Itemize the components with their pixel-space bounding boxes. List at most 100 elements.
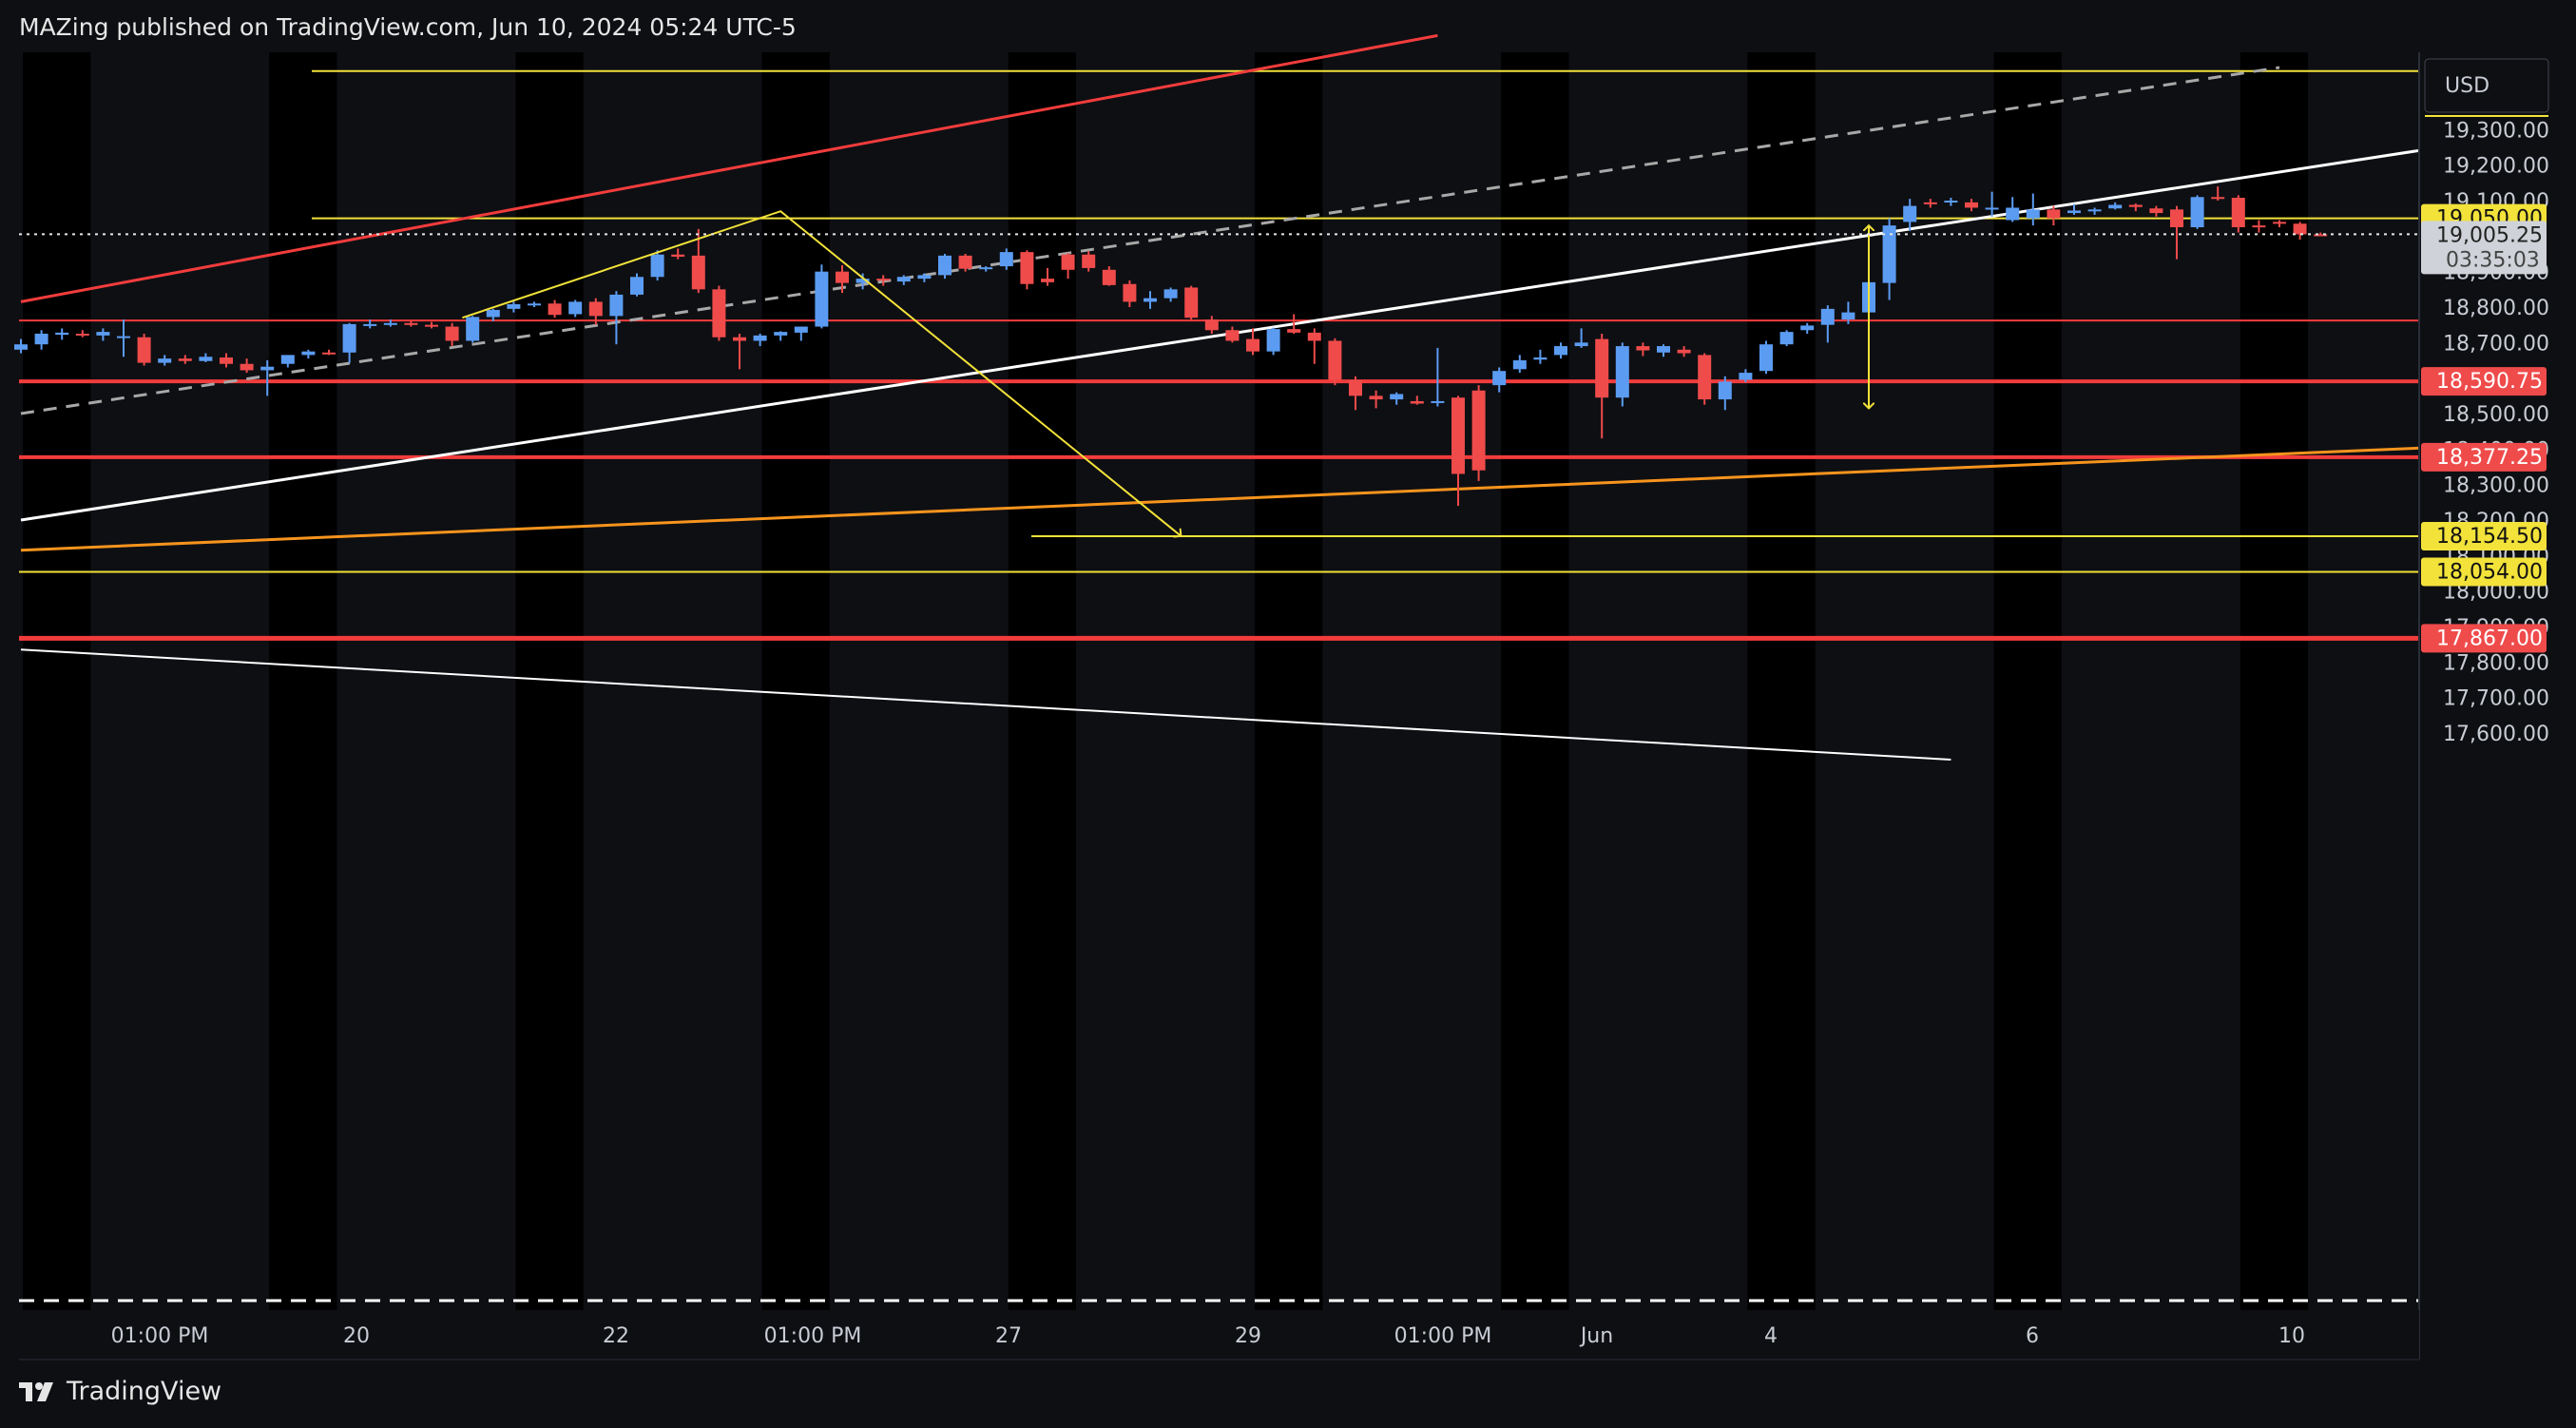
y-tick-label: 18,700.00	[2443, 332, 2549, 356]
session-band	[2240, 52, 2309, 1310]
x-axis-label: Jun	[1579, 1324, 1613, 1348]
candle-body	[1903, 205, 1917, 222]
candle-body	[1739, 373, 1753, 380]
x-axis-labels: 01:00 PM 20 22 01:00 PM 27 29 01:00 PM Jun 4 6 10	[111, 1324, 2305, 1348]
candle-body	[342, 323, 356, 353]
x-axis-label: 20	[343, 1324, 370, 1348]
candlestick-series	[14, 186, 2328, 507]
candle-body	[1677, 349, 1691, 354]
candle-body	[896, 277, 911, 282]
session-band	[269, 52, 337, 1310]
candle-body	[2170, 209, 2183, 227]
candle-body	[630, 277, 644, 295]
candle-body	[2252, 225, 2266, 228]
trend-line	[20, 648, 1951, 761]
candle-body	[2006, 207, 2020, 221]
x-axis-label: 4	[1764, 1324, 1778, 1348]
candle-body	[466, 317, 480, 341]
candle-body	[34, 334, 48, 345]
candle-body	[1390, 394, 1404, 400]
x-axis-label: 01:00 PM	[111, 1324, 209, 1348]
candle-body	[2108, 204, 2123, 209]
candle-body	[1800, 325, 1815, 331]
x-axis-label: 6	[2026, 1324, 2039, 1348]
trend-line	[20, 125, 2576, 522]
horizontal-levels	[19, 69, 2419, 641]
candle-body	[55, 332, 69, 336]
candle-body	[260, 366, 275, 371]
candle-body	[1266, 329, 1280, 352]
candle-body	[137, 337, 151, 363]
candle-body	[1102, 269, 1116, 285]
candle-body	[774, 332, 788, 336]
trend-line	[20, 66, 2280, 415]
candle-body	[1061, 254, 1075, 270]
candle-body	[588, 301, 603, 317]
candle-body	[876, 279, 891, 281]
publisher-line: MAZing published on TradingView.com, Jun…	[19, 13, 797, 41]
price-tag: 18,590.75	[2421, 367, 2547, 396]
candle-body	[1882, 225, 1896, 283]
price-tag-value: 18,054.00	[2436, 561, 2543, 585]
candle-body	[1595, 338, 1609, 398]
time-scale[interactable]	[0, 1310, 2419, 1360]
y-tick-label: 17,600.00	[2443, 723, 2549, 746]
price-tags: 19,050.0019,005.2503:35:0318,590.7518,37…	[2421, 203, 2547, 653]
candle-body	[1820, 308, 1835, 325]
candle-body	[1410, 400, 1424, 404]
session-band	[1008, 52, 1077, 1310]
candle-body	[938, 255, 952, 276]
price-tag-value: 18,590.75	[2436, 370, 2543, 394]
candle-body	[1923, 202, 1937, 204]
candle-body	[2067, 210, 2081, 214]
candle-body	[1041, 279, 1054, 282]
candle-body	[1369, 396, 1383, 400]
candle-body	[178, 358, 192, 361]
price-tag-bg	[2421, 557, 2547, 587]
session-band	[1255, 52, 1323, 1310]
candle-body	[1533, 357, 1548, 360]
candle-body	[1574, 342, 1588, 347]
candle-body	[1163, 289, 1178, 299]
x-axis-label: 22	[603, 1324, 629, 1348]
session-bands	[23, 52, 2309, 1310]
session-band	[1993, 52, 2062, 1310]
candle-body	[979, 267, 993, 270]
candle-body	[836, 271, 849, 283]
candle-body	[1246, 338, 1259, 352]
candle-body	[75, 334, 89, 336]
candle-body	[794, 326, 808, 333]
price-tag-value: 18,377.25	[2436, 446, 2543, 470]
price-tag: 18,054.00	[2421, 557, 2547, 587]
candle-body	[1307, 332, 1321, 341]
candle-body	[528, 303, 541, 306]
candle-body	[1841, 312, 1855, 320]
currency-label: USD	[2445, 74, 2489, 98]
candle-body	[1718, 381, 1732, 400]
candle-body	[1636, 346, 1650, 351]
candle-body	[568, 301, 583, 315]
currency-box[interactable]: USD	[2424, 58, 2549, 117]
candle-body	[815, 271, 829, 327]
candle-body	[240, 363, 254, 371]
trend-line	[20, 439, 2576, 552]
x-axis-label: 27	[995, 1324, 1022, 1348]
candle-body	[1204, 319, 1219, 331]
candle-body	[691, 255, 705, 290]
candle-body	[917, 275, 932, 280]
candle-body	[280, 355, 295, 364]
candle-body	[1020, 252, 1034, 284]
tradingview-logo-icon	[19, 1381, 53, 1401]
candle-body	[1144, 298, 1157, 302]
candle-body	[999, 252, 1013, 267]
y-tick-label: 17,800.00	[2443, 651, 2549, 675]
y-tick-label: 18,500.00	[2443, 403, 2549, 427]
candle-body	[14, 344, 28, 350]
y-tick-label: 19,200.00	[2443, 155, 2549, 179]
candle-body	[301, 351, 316, 356]
x-axis-label: 01:00 PM	[1394, 1324, 1492, 1348]
candle-body	[1082, 254, 1096, 268]
candle-body	[2314, 234, 2328, 237]
